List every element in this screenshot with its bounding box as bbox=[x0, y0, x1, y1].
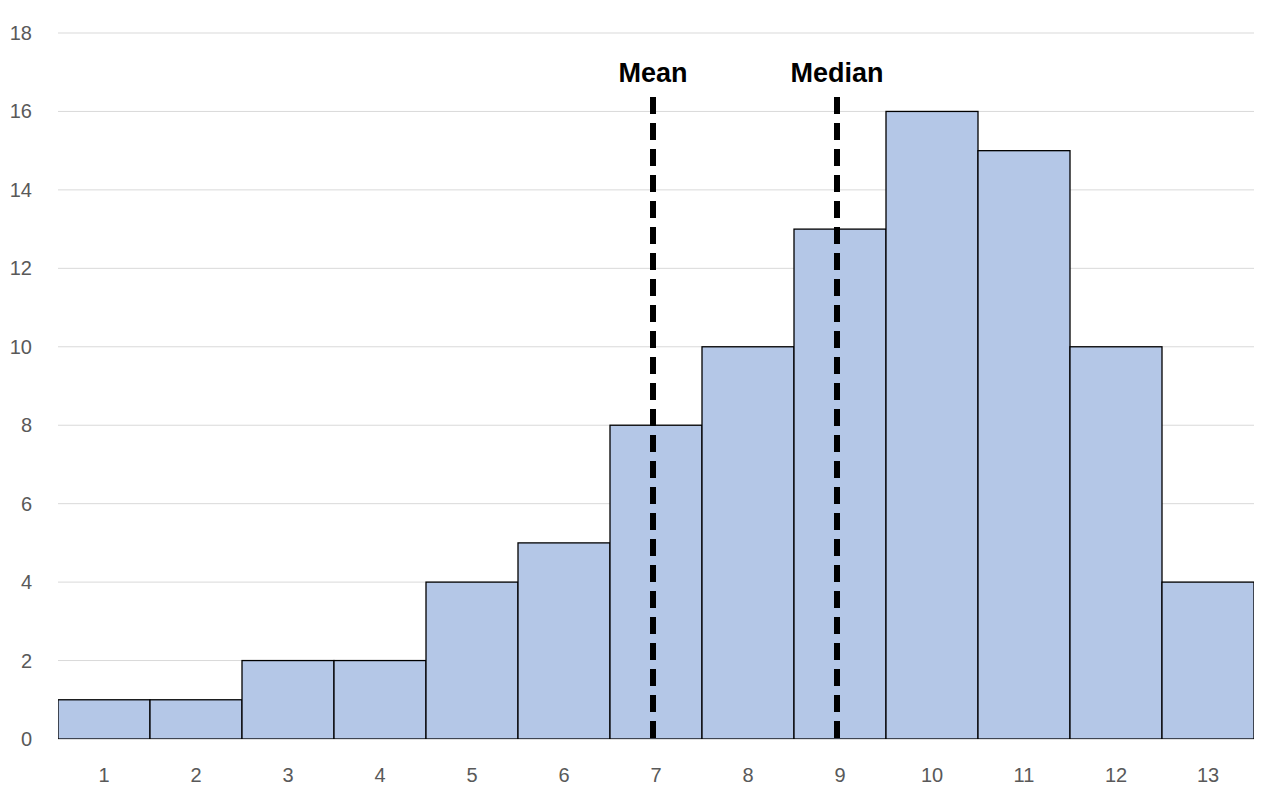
bar bbox=[242, 661, 334, 739]
bar bbox=[426, 582, 518, 739]
annotation-lines bbox=[653, 97, 837, 739]
x-tick-label: 9 bbox=[834, 764, 845, 786]
x-tick-label: 7 bbox=[650, 764, 661, 786]
x-tick-label: 13 bbox=[1197, 764, 1219, 786]
bar bbox=[334, 661, 426, 739]
bar bbox=[518, 543, 610, 739]
x-tick-label: 2 bbox=[190, 764, 201, 786]
x-tick-label: 12 bbox=[1105, 764, 1127, 786]
x-tick-label: 8 bbox=[742, 764, 753, 786]
y-tick-label: 8 bbox=[21, 414, 32, 436]
grid-line bbox=[58, 33, 1254, 34]
bar bbox=[150, 700, 242, 739]
chart: 02468101214161812345678910111213MeanMedi… bbox=[0, 0, 1269, 794]
y-tick-label: 18 bbox=[10, 22, 32, 44]
x-tick-label: 6 bbox=[558, 764, 569, 786]
x-tick-label: 4 bbox=[374, 764, 385, 786]
y-tick-label: 14 bbox=[10, 179, 32, 201]
bar bbox=[886, 111, 978, 739]
x-tick-label: 5 bbox=[466, 764, 477, 786]
reference-line bbox=[650, 97, 656, 739]
x-tick-label: 11 bbox=[1014, 764, 1035, 786]
bar bbox=[1070, 347, 1162, 739]
y-tick-label: 16 bbox=[10, 100, 32, 122]
annotation-label: Median bbox=[790, 58, 883, 88]
reference-line bbox=[834, 97, 840, 739]
y-tick-label: 4 bbox=[21, 571, 32, 593]
bar bbox=[978, 151, 1070, 739]
y-tick-label: 6 bbox=[21, 493, 32, 515]
bar bbox=[702, 347, 794, 739]
y-tick-label: 2 bbox=[21, 650, 32, 672]
x-tick-label: 10 bbox=[921, 764, 943, 786]
x-tick-label: 3 bbox=[282, 764, 293, 786]
y-tick-label: 0 bbox=[21, 728, 32, 750]
y-tick-label: 12 bbox=[10, 257, 32, 279]
annotation-label: Mean bbox=[618, 58, 687, 88]
x-tick-label: 1 bbox=[98, 764, 109, 786]
y-tick-label: 10 bbox=[10, 336, 32, 358]
bar bbox=[1162, 582, 1254, 739]
bar bbox=[58, 700, 150, 739]
